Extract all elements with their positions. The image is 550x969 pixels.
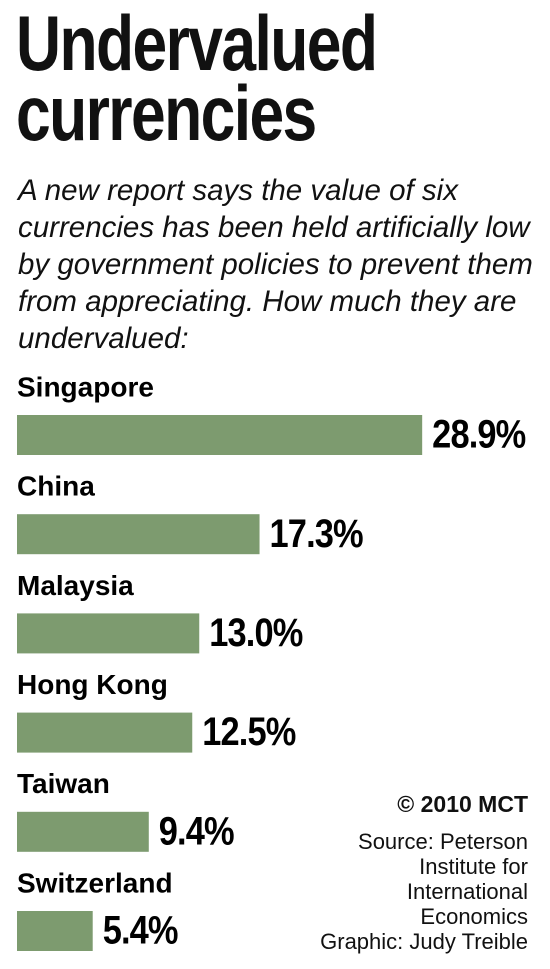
bar	[17, 613, 200, 654]
category-label: Switzerland	[17, 867, 173, 898]
bar	[17, 415, 423, 455]
value-label: 12.5%	[202, 709, 296, 754]
bar	[17, 712, 193, 753]
source: Source: Peterson Institute for Internati…	[358, 829, 528, 929]
category-label: Singapore	[17, 371, 154, 402]
category-label: Hong Kong	[17, 669, 168, 700]
value-label: 5.4%	[103, 907, 179, 952]
value-label: 17.3%	[270, 510, 364, 555]
chart-subtitle: A new report says the value of six curre…	[18, 174, 533, 355]
category-label: Taiwan	[17, 768, 110, 799]
chart-title: Undervalued currencies	[16, 0, 378, 157]
category-label: Malaysia	[17, 570, 134, 601]
bar	[17, 911, 93, 951]
credit: © 2010 MCT	[397, 791, 528, 817]
credits: © 2010 MCT Source: Peterson Institute fo…	[320, 791, 528, 955]
value-label: 13.0%	[209, 610, 303, 655]
bar	[17, 514, 260, 555]
value-label: 28.9%	[432, 411, 526, 456]
bar	[17, 811, 149, 852]
category-label: China	[17, 471, 95, 502]
graphic-credit: Graphic: Judy Treible	[320, 929, 528, 954]
value-label: 9.4%	[159, 808, 235, 853]
